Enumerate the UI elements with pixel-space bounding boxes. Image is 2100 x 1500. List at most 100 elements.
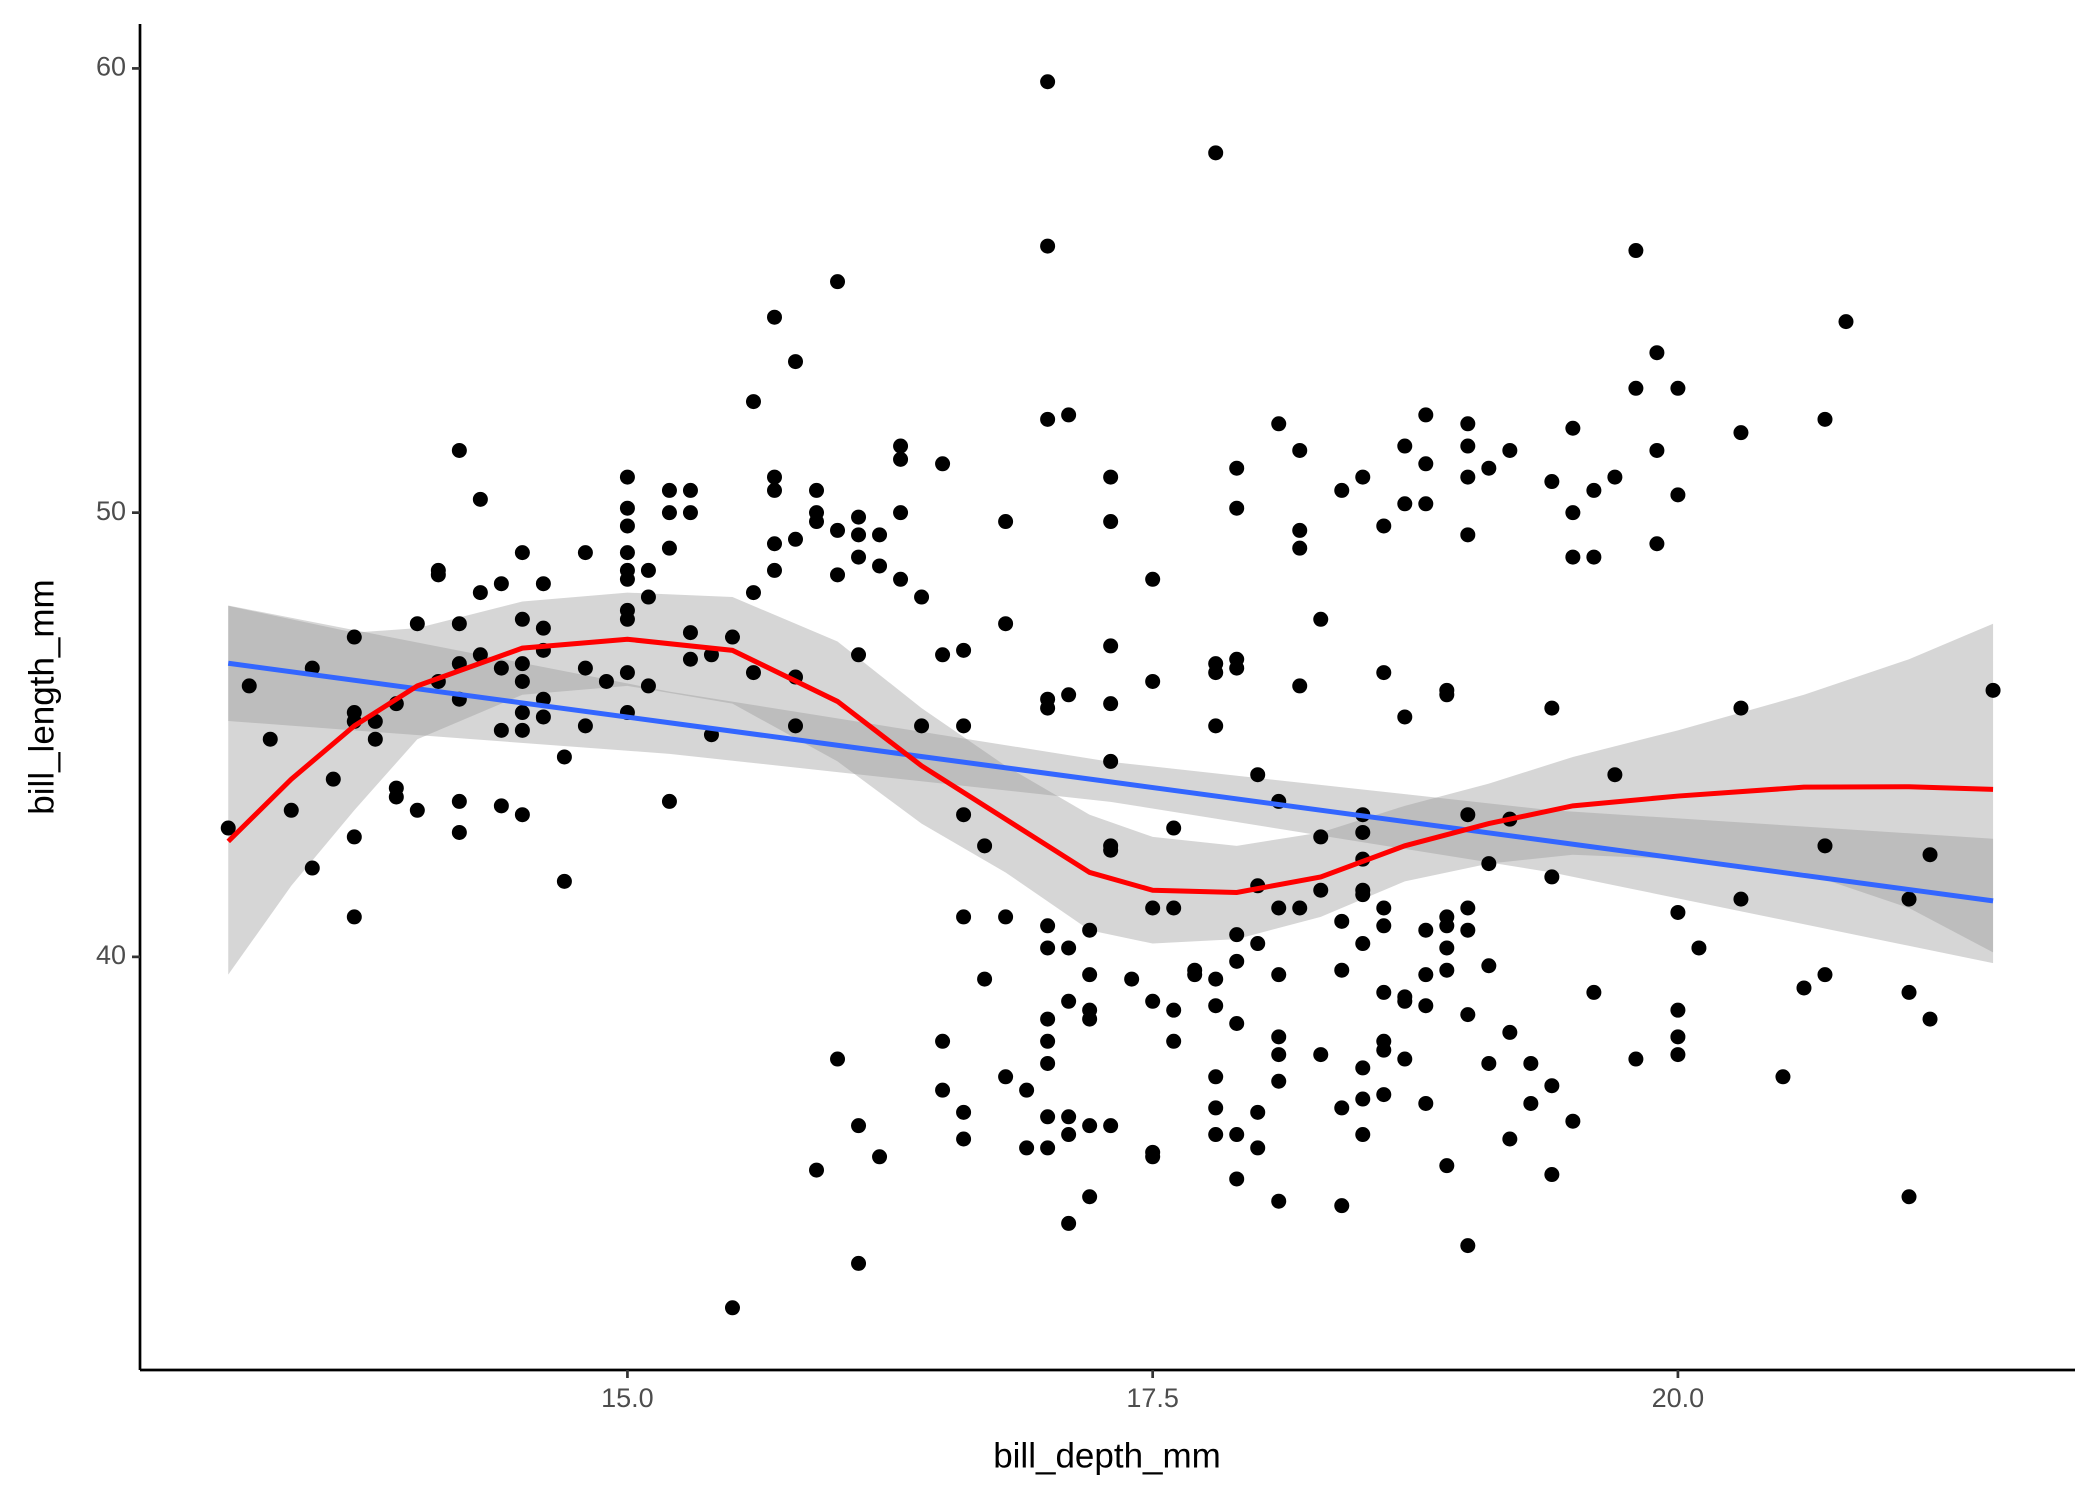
data-point <box>1649 536 1665 552</box>
data-point <box>388 789 404 805</box>
data-point <box>619 500 635 516</box>
data-point <box>1145 673 1161 689</box>
data-point <box>1145 900 1161 916</box>
data-point <box>1439 962 1455 978</box>
data-point <box>1586 482 1602 498</box>
data-point <box>1397 709 1413 725</box>
data-point <box>1040 1033 1056 1049</box>
data-point <box>1082 1011 1098 1027</box>
data-point <box>1103 638 1119 654</box>
data-point <box>1313 829 1329 845</box>
data-point <box>1397 496 1413 512</box>
data-point <box>851 527 867 543</box>
data-point <box>1565 420 1581 436</box>
data-point <box>1103 696 1119 712</box>
data-point <box>304 860 320 876</box>
data-point <box>1397 438 1413 454</box>
data-point <box>1166 1033 1182 1049</box>
data-point <box>451 793 467 809</box>
data-point <box>1460 527 1476 543</box>
data-point <box>1208 665 1224 681</box>
data-point <box>325 771 341 787</box>
data-point <box>1460 438 1476 454</box>
data-point <box>1040 1011 1056 1027</box>
data-point <box>1208 971 1224 987</box>
data-point <box>1460 416 1476 432</box>
data-point <box>1901 1189 1917 1205</box>
data-point <box>1544 1167 1560 1183</box>
data-point <box>935 1033 951 1049</box>
confidence-band <box>228 592 1994 975</box>
data-point <box>1418 456 1434 472</box>
data-point <box>809 482 825 498</box>
data-point <box>724 629 740 645</box>
data-point <box>1166 900 1182 916</box>
data-point <box>1376 900 1392 916</box>
data-point <box>514 545 530 561</box>
data-point <box>514 705 530 721</box>
data-point <box>1796 980 1812 996</box>
data-point <box>1397 1051 1413 1067</box>
y-tick-label: 60 <box>96 52 126 82</box>
data-point <box>1985 682 2001 698</box>
data-point <box>661 793 677 809</box>
data-point <box>788 354 804 370</box>
data-point <box>703 647 719 663</box>
data-point <box>1229 1016 1245 1032</box>
data-point <box>1544 1078 1560 1094</box>
data-point <box>1439 940 1455 956</box>
data-point <box>682 625 698 641</box>
data-point <box>367 731 383 747</box>
data-point <box>1355 1091 1371 1107</box>
data-point <box>1313 611 1329 627</box>
data-point <box>661 540 677 556</box>
data-point <box>262 731 278 747</box>
data-point <box>1418 967 1434 983</box>
data-point <box>1628 243 1644 259</box>
data-point <box>1061 940 1077 956</box>
data-point <box>535 576 551 592</box>
data-point <box>1670 1002 1686 1018</box>
data-point <box>598 673 614 689</box>
data-point <box>1061 1215 1077 1231</box>
data-point <box>1040 1109 1056 1125</box>
data-point <box>1418 998 1434 1014</box>
data-point <box>1502 1131 1518 1147</box>
data-point <box>998 909 1014 925</box>
data-point <box>766 482 782 498</box>
y-axis-title: bill_length_mm <box>22 579 61 814</box>
data-point <box>1649 442 1665 458</box>
data-point <box>935 1082 951 1098</box>
data-point <box>1670 380 1686 396</box>
data-point <box>1481 958 1497 974</box>
data-point <box>851 509 867 525</box>
data-point <box>283 802 299 818</box>
data-point <box>493 660 509 676</box>
data-point <box>1229 460 1245 476</box>
data-point <box>1838 314 1854 330</box>
data-point <box>1460 1238 1476 1254</box>
data-point <box>1250 936 1266 952</box>
data-point <box>788 718 804 734</box>
data-point <box>514 656 530 672</box>
data-point <box>430 562 446 578</box>
data-point <box>1607 767 1623 783</box>
data-point <box>1481 1055 1497 1071</box>
data-point <box>1775 1069 1791 1085</box>
data-point <box>745 394 761 410</box>
data-point <box>1355 887 1371 903</box>
data-point <box>1208 1100 1224 1116</box>
data-point <box>1355 936 1371 952</box>
data-point <box>1460 469 1476 485</box>
data-point <box>998 616 1014 632</box>
data-point <box>1376 518 1392 534</box>
data-point <box>1439 687 1455 703</box>
data-point <box>640 589 656 605</box>
data-point <box>1334 1198 1350 1214</box>
data-point <box>1376 1042 1392 1058</box>
y-tick-label: 40 <box>96 940 126 970</box>
data-point <box>577 660 593 676</box>
data-point <box>1565 549 1581 565</box>
data-point <box>1040 700 1056 716</box>
